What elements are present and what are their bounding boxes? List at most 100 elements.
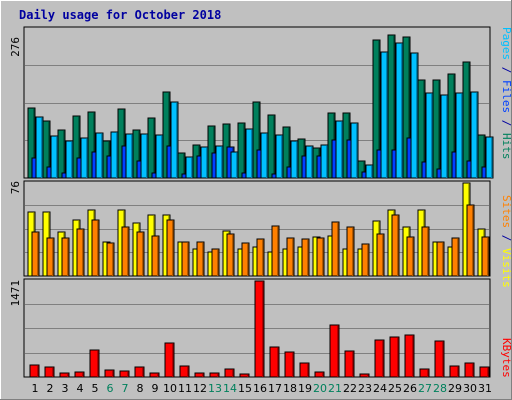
- bar-shade: [93, 113, 95, 178]
- x-tick-label: 4: [77, 382, 84, 395]
- bar-sites-day-29: [451, 237, 460, 277]
- bar-kbytes-day-3: [59, 372, 70, 378]
- bar-sites-day-14: [226, 233, 235, 277]
- bar-kbytes-day-9: [149, 372, 160, 378]
- bar-shade: [326, 146, 328, 178]
- bar-kbytes-day-2: [44, 366, 55, 378]
- bar-shade: [172, 221, 174, 276]
- bar-pages-day-26: [410, 52, 419, 179]
- legend-entry: Sites: [500, 195, 512, 228]
- bar-shade: [322, 373, 324, 377]
- x-tick-label: 19: [298, 382, 312, 395]
- bar-shade: [352, 352, 354, 377]
- bar-shade: [397, 338, 399, 377]
- x-tick-label: 18: [283, 382, 297, 395]
- bar-pages-day-4: [80, 137, 89, 179]
- x-tick-label: 11: [178, 382, 192, 395]
- x-tick-label: 20: [313, 382, 327, 395]
- bar-pages-day-16: [260, 132, 269, 179]
- bar-sites-day-4: [76, 228, 85, 277]
- bar-kbytes-day-8: [134, 366, 145, 378]
- bar-shade: [71, 142, 73, 178]
- hits-files-pages-panel: 276 Pages / Files / Hits: [9, 26, 512, 179]
- bar-shade: [427, 228, 429, 276]
- bar-pages-day-29: [455, 92, 464, 179]
- bar-shade: [296, 142, 298, 178]
- bar-shade: [157, 237, 159, 276]
- bar-shade: [367, 375, 369, 377]
- x-tick-label: 17: [268, 382, 282, 395]
- bar-shade: [363, 162, 365, 178]
- bar-shade: [258, 103, 260, 178]
- bar-pages-day-10: [170, 101, 179, 179]
- x-tick-label: 25: [388, 382, 402, 395]
- bar-pages-day-30: [470, 91, 479, 179]
- bar-shade: [232, 370, 234, 377]
- bar-kbytes-day-1: [29, 364, 40, 378]
- bar-pages-day-31: [485, 136, 494, 179]
- bar-sites-day-16: [256, 238, 265, 277]
- y-max-label: 76: [9, 181, 22, 194]
- bar-shade: [483, 136, 485, 178]
- bar-pages-day-15: [245, 128, 254, 179]
- bar-sites-day-25: [391, 214, 400, 277]
- x-axis-day-labels: 1 2 3 4 5 6 7 8 9 10 11 12 13 14 15 16 17 18 19 20 21 22 23 24 2…: [32, 382, 493, 395]
- legend-entry: /: [500, 228, 512, 248]
- bar-shade: [412, 238, 414, 276]
- x-tick-label: 3: [62, 382, 69, 395]
- bar-pages-day-23: [365, 164, 374, 179]
- bar-shade: [262, 240, 264, 276]
- bar-shade: [217, 374, 219, 377]
- bar-shade: [423, 81, 425, 178]
- bar-shade: [367, 245, 369, 276]
- bar-shade: [277, 227, 279, 276]
- bar-kbytes-day-4: [74, 371, 85, 378]
- bar-shade: [82, 373, 84, 377]
- bar-sites-day-18: [286, 237, 295, 277]
- bar-kbytes-day-28: [434, 340, 445, 378]
- bar-pages-day-17: [275, 134, 284, 179]
- bar-shade: [161, 136, 163, 178]
- bar-pages-day-13: [215, 145, 224, 179]
- x-tick-label: 26: [403, 382, 417, 395]
- x-tick-label: 28: [433, 382, 447, 395]
- bar-shade: [401, 44, 403, 178]
- x-tick-label: 12: [193, 382, 207, 395]
- bar-kbytes-day-31: [479, 366, 490, 378]
- bar-shade: [116, 133, 118, 178]
- bar-sites-day-7: [121, 226, 130, 277]
- bar-pages-day-19: [305, 145, 314, 179]
- bar-kbytes-day-17: [269, 346, 280, 378]
- bar-shade: [33, 109, 35, 178]
- bar-pages-day-12: [200, 146, 209, 179]
- bar-shade: [491, 138, 493, 178]
- bar-sites-day-15: [241, 242, 250, 277]
- legend-entry: Pages: [500, 27, 512, 60]
- bar-kbytes-day-26: [404, 334, 415, 378]
- bar-pages-day-21: [335, 120, 344, 179]
- legend-entry: /: [500, 60, 512, 80]
- bar-shade: [461, 94, 463, 178]
- bar-shade: [337, 223, 339, 276]
- bar-kbytes-day-30: [464, 362, 475, 378]
- bar-kbytes-day-18: [284, 351, 295, 378]
- x-tick-label: 8: [137, 382, 144, 395]
- bar-shade: [138, 131, 140, 178]
- bar-shade: [183, 154, 185, 178]
- bar-shade: [78, 117, 80, 178]
- bar-pages-day-14: [230, 151, 239, 179]
- x-tick-label: 1: [32, 382, 39, 395]
- bar-shade: [281, 136, 283, 178]
- bar-shade: [476, 93, 478, 178]
- bar-shade: [288, 128, 290, 178]
- bar-shade: [157, 374, 159, 377]
- bar-shade: [142, 368, 144, 377]
- bar-shade: [52, 368, 54, 377]
- bar-sites-day-20: [316, 237, 325, 277]
- bar-kbytes-day-20: [314, 371, 325, 378]
- bar-shade: [112, 371, 114, 377]
- bar-shade: [292, 239, 294, 276]
- bar-shade: [172, 344, 174, 377]
- bar-sites-day-2: [46, 237, 55, 277]
